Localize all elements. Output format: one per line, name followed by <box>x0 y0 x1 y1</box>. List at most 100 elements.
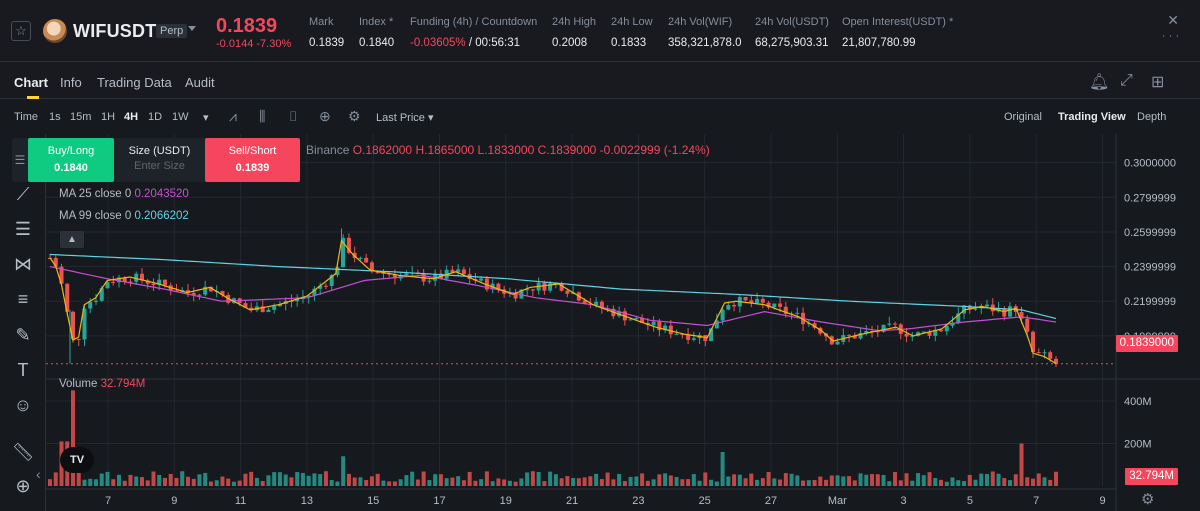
candle-body <box>208 286 213 292</box>
emoji-icon[interactable]: ☺ <box>13 395 33 415</box>
stat-label: Funding (4h) / Countdown <box>410 16 538 28</box>
buy-long-button[interactable]: Buy/Long 0.1840 <box>28 138 114 182</box>
volume-bar <box>542 481 547 486</box>
candle-body <box>185 290 190 293</box>
volume-bar <box>306 475 311 486</box>
sell-short-button[interactable]: Sell/Short 0.1839 <box>205 138 300 182</box>
tab-info[interactable]: Info <box>60 75 82 90</box>
candle-body <box>427 280 432 282</box>
ruler-icon[interactable]: 📏︎ <box>11 442 35 462</box>
volume-bar <box>283 474 288 486</box>
interval-dropdown-chevron-icon[interactable]: ▾ <box>203 112 209 124</box>
pattern-icon[interactable]: ⋈ <box>14 254 32 274</box>
brush-icon[interactable]: ✎ <box>15 325 31 345</box>
price-chart[interactable]: 0.3000000 0.2799999 0.2599999 0.2399999 0.21… <box>46 134 1200 511</box>
scroll-left-chevron-icon[interactable]: ‹ <box>36 466 41 482</box>
candle-body <box>703 335 708 342</box>
interval-15m[interactable]: 15m <box>70 111 92 123</box>
time-axis-tick: 5 <box>967 495 973 507</box>
candle-body <box>1048 352 1053 359</box>
close-icon[interactable]: ✕ <box>1167 12 1179 28</box>
add-indicator-icon[interactable]: ⊕ <box>319 108 331 124</box>
interval-4h[interactable]: 4H <box>124 111 139 123</box>
candle-body <box>191 292 196 295</box>
more-menu-icon[interactable]: · · · <box>1161 30 1179 42</box>
volume-bar <box>502 479 507 486</box>
candle-body <box>519 289 524 299</box>
candle-body <box>461 269 466 275</box>
layout-grid-icon[interactable]: ⊞ <box>1151 74 1165 91</box>
candle-type-icon[interactable]: ⫼ <box>259 108 266 124</box>
volume-bar <box>427 480 432 486</box>
text-tool-icon[interactable]: T <box>17 360 29 380</box>
tab-chart[interactable]: Chart <box>14 75 48 90</box>
active-tab-indicator <box>27 96 39 99</box>
ohlc-legend: Binance O.1862000 H.1865000 L.1833000 C.… <box>306 143 710 157</box>
candle-body <box>381 272 386 274</box>
alert-bell-icon[interactable]: 🔔︎ <box>1089 74 1110 91</box>
view-original[interactable]: Original <box>1004 111 1042 123</box>
ma99-legend: MA 99 close 0 0.2066202 <box>59 210 189 222</box>
volume-bar <box>674 476 679 486</box>
volume-bar <box>921 475 926 486</box>
volume-bar <box>933 478 938 486</box>
chart-canvas[interactable]: 0.3000000 0.2799999 0.2599999 0.2399999 0.21… <box>46 134 1200 511</box>
chart-tabs: Chart Info Trading Data Audit 🔔︎ ⤢ ⊞ <box>0 63 1200 99</box>
symbol-name[interactable]: WIFUSDT <box>73 21 157 41</box>
candle-body <box>346 237 351 253</box>
current-volume-tag: 32.794M <box>1125 468 1178 485</box>
tab-audit[interactable]: Audit <box>185 75 215 90</box>
chart-settings-gear-icon[interactable]: ⚙ <box>1141 491 1155 508</box>
interval-1d[interactable]: 1D <box>148 111 163 123</box>
candle-body <box>657 321 662 331</box>
interval-1w[interactable]: 1W <box>172 111 189 123</box>
size-field: Size (USDT) <box>114 138 205 182</box>
indicator-icon[interactable]: ⩘ <box>229 108 237 124</box>
volume-bar <box>456 476 461 486</box>
candle-body <box>116 277 121 283</box>
candle-body <box>111 281 116 283</box>
tradingview-logo: TV <box>60 447 94 473</box>
volume-bar <box>289 477 294 486</box>
favorite-star-icon[interactable]: ☆ <box>11 21 31 41</box>
volume-bar <box>180 471 185 486</box>
chevron-down-icon[interactable] <box>188 26 196 31</box>
volume-bar <box>415 479 420 486</box>
time-axis-tick: 15 <box>367 495 379 507</box>
trend-line-icon[interactable]: ⟋ <box>16 184 30 204</box>
view-trading-view[interactable]: Trading View <box>1058 111 1126 123</box>
zoom-in-icon[interactable]: ⊕ <box>15 476 31 496</box>
size-input[interactable] <box>119 160 200 172</box>
volume-bar <box>778 479 783 486</box>
interval-1h[interactable]: 1H <box>101 111 116 123</box>
ma25-line <box>49 266 1057 332</box>
volume-bar <box>571 478 576 486</box>
volume-bar <box>548 471 553 486</box>
fib-levels-icon[interactable]: ≡ <box>17 289 29 309</box>
volume-bar <box>645 480 650 486</box>
volume-bar <box>691 474 696 486</box>
time-axis-tick: 25 <box>699 495 711 507</box>
price-source-select[interactable]: Last Price ▾ <box>376 112 434 124</box>
candle-body <box>835 341 840 345</box>
drag-handle-icon[interactable]: ☰ <box>14 153 26 167</box>
candle-body <box>105 281 110 289</box>
ohlc-low: L.1833000 <box>477 143 535 157</box>
horizontal-lines-icon[interactable]: ☰ <box>14 219 32 239</box>
camera-icon[interactable]: ⌷ <box>289 108 298 124</box>
volume-bar <box>783 473 788 486</box>
stat-label: Mark <box>309 16 334 28</box>
candle-body <box>640 317 645 323</box>
interval-1s[interactable]: 1s <box>49 111 61 123</box>
settings-gear-icon[interactable]: ⚙ <box>348 108 361 124</box>
tab-trading-data[interactable]: Trading Data <box>97 75 172 90</box>
candle-body <box>778 303 783 307</box>
view-depth[interactable]: Depth <box>1137 111 1167 123</box>
collapse-legend-chevron-icon[interactable]: ▲ <box>60 231 84 248</box>
volume-bar <box>841 476 846 486</box>
stat-24h-vol-wif: 24h Vol(WIF) 358,321,878.0 <box>668 16 742 49</box>
volume-bar <box>634 476 639 486</box>
volume-bar <box>1025 477 1030 486</box>
candle-body <box>364 257 369 263</box>
fullscreen-icon[interactable]: ⤢ <box>1120 72 1133 89</box>
